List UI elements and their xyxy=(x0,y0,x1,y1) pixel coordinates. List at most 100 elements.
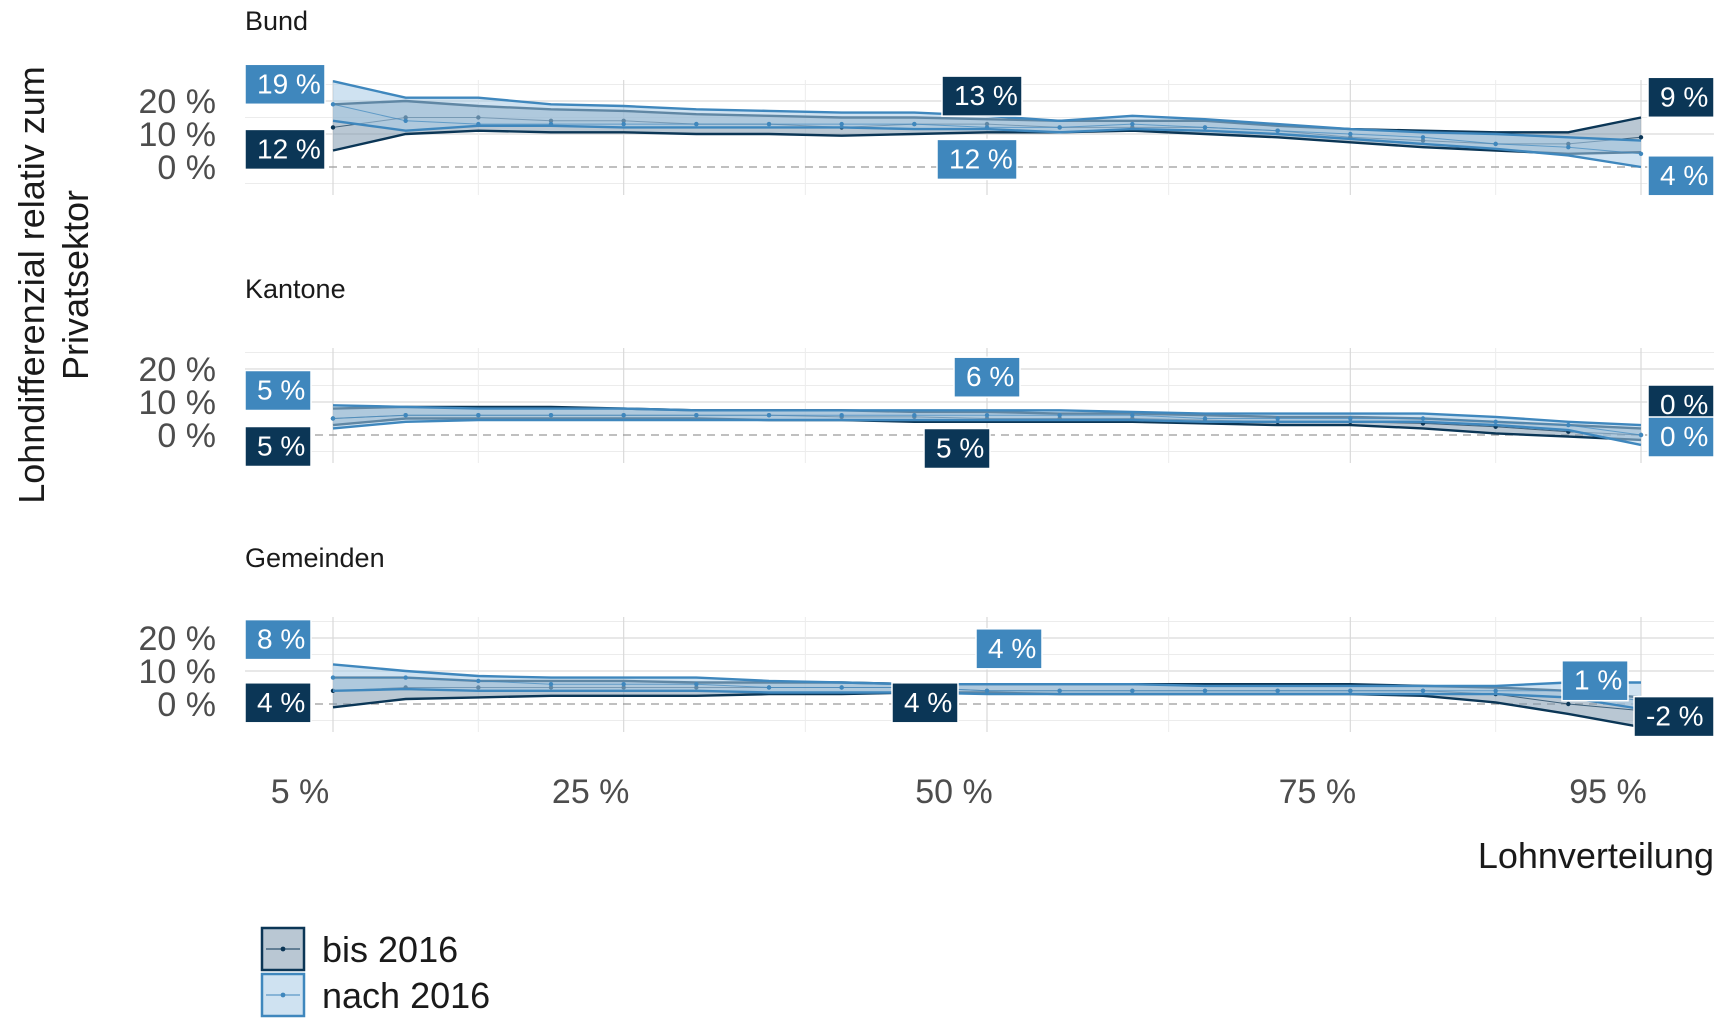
data-point xyxy=(1638,432,1644,438)
value-label-box xyxy=(244,63,326,106)
y-tick-label: 0 % xyxy=(157,149,216,187)
x-tick-label: 95 % xyxy=(1569,773,1647,811)
facet-title: Bund xyxy=(245,6,308,36)
value-label: 4 % xyxy=(1647,155,1715,197)
data-point xyxy=(1057,125,1062,130)
data-point xyxy=(1420,688,1426,693)
data-point xyxy=(330,675,336,680)
value-label-box xyxy=(975,628,1043,670)
value-label: 5 % xyxy=(244,369,312,412)
data-point xyxy=(1202,688,1208,693)
legend-label: nach 2016 xyxy=(322,975,490,1016)
legend-swatch-point xyxy=(280,946,286,952)
y-tick-label: 0 % xyxy=(157,686,216,724)
legend-item-bis-2016: bis 2016 xyxy=(260,926,458,972)
data-point xyxy=(1566,145,1571,150)
x-axis: 5 % 25 % 50 % 75 % 95 % xyxy=(271,773,1647,811)
data-point xyxy=(548,121,554,127)
value-label-box xyxy=(891,682,959,724)
value-label-text: 9 % xyxy=(1660,81,1708,112)
facet-title: Kantone xyxy=(245,274,346,304)
value-label: -2 % xyxy=(1633,695,1715,738)
data-point xyxy=(839,685,844,690)
data-point xyxy=(1130,413,1135,418)
value-label-box xyxy=(1647,76,1715,119)
value-label: 12 % xyxy=(936,138,1018,181)
data-point xyxy=(1566,701,1571,707)
y-axis-title-line-2: Privatsektor xyxy=(55,190,96,380)
data-point xyxy=(403,118,408,124)
data-point xyxy=(984,688,990,693)
value-label: 6 % xyxy=(953,356,1021,398)
confidence-band xyxy=(333,81,1641,167)
value-label-box xyxy=(1647,155,1715,197)
data-point xyxy=(1493,141,1498,147)
data-point xyxy=(548,682,554,687)
value-label-box xyxy=(244,128,326,171)
value-label-text: 5 % xyxy=(936,433,984,464)
value-label-box xyxy=(244,682,312,724)
x-tick-label: 25 % xyxy=(552,773,630,811)
value-label-box xyxy=(923,427,991,470)
value-label-text: 8 % xyxy=(257,624,305,655)
data-point xyxy=(839,413,844,418)
value-label-text: 4 % xyxy=(904,687,952,718)
y-tick-label: 20 % xyxy=(139,620,217,658)
legend-item-nach-2016: nach 2016 xyxy=(260,972,490,1018)
data-point xyxy=(1275,416,1280,421)
data-point xyxy=(984,413,990,418)
y-tick-label: 20 % xyxy=(139,351,217,389)
facet-bund: Bund 0 %10 %20 % 19 % 12 % 13 % 12 % 9 % 4 % xyxy=(139,6,1715,197)
y-axis-title-line-1: Lohndifferenzial relativ zum xyxy=(11,66,52,504)
value-label-text: 4 % xyxy=(988,633,1036,664)
data-point xyxy=(694,121,699,127)
data-point xyxy=(1130,121,1135,127)
data-point xyxy=(403,413,408,418)
data-point xyxy=(766,685,772,690)
value-label: 4 % xyxy=(244,682,312,724)
value-label: 19 % xyxy=(244,63,326,106)
x-tick-label: 75 % xyxy=(1279,773,1357,811)
value-label: 0 % xyxy=(1647,416,1715,458)
data-point xyxy=(912,121,917,127)
data-point xyxy=(694,413,699,418)
value-label-text: 12 % xyxy=(949,143,1013,174)
value-label-box xyxy=(244,425,312,468)
band-lower-line xyxy=(332,418,1642,447)
value-label-text: 13 % xyxy=(954,80,1018,111)
data-point xyxy=(1420,135,1426,140)
confidence-band xyxy=(333,664,1641,709)
value-label: 13 % xyxy=(941,75,1023,117)
x-tick-label: 5 % xyxy=(271,773,330,811)
value-label-box xyxy=(244,618,312,661)
value-label-box xyxy=(941,75,1023,117)
value-label-text: 0 % xyxy=(1660,421,1708,452)
data-point xyxy=(1202,125,1208,130)
value-label-text: 5 % xyxy=(257,375,305,406)
data-point xyxy=(330,125,336,130)
data-point xyxy=(1493,688,1498,693)
facet-title: Gemeinden xyxy=(245,543,385,573)
value-label-box xyxy=(1561,659,1629,702)
data-point xyxy=(1275,128,1280,133)
data-point xyxy=(766,121,772,127)
data-point xyxy=(330,102,336,107)
value-label-box xyxy=(936,138,1018,181)
value-label-box xyxy=(244,369,312,412)
legend: bis 2016 nach 2016 xyxy=(260,926,490,1018)
legend-label: bis 2016 xyxy=(322,929,458,970)
value-label-text: 4 % xyxy=(257,687,305,718)
data-point xyxy=(1638,135,1644,140)
value-label-text: 19 % xyxy=(257,68,321,99)
value-label-text: -2 % xyxy=(1646,701,1704,732)
y-tick-label: 10 % xyxy=(139,653,217,691)
data-point xyxy=(476,678,481,684)
data-point xyxy=(548,413,554,418)
value-label: 1 % xyxy=(1561,659,1629,702)
data-point xyxy=(621,413,626,418)
value-label: 9 % xyxy=(1647,76,1715,119)
value-label-text: 5 % xyxy=(257,431,305,462)
band-upper-line xyxy=(332,663,1641,688)
value-label-text: 6 % xyxy=(966,361,1014,392)
